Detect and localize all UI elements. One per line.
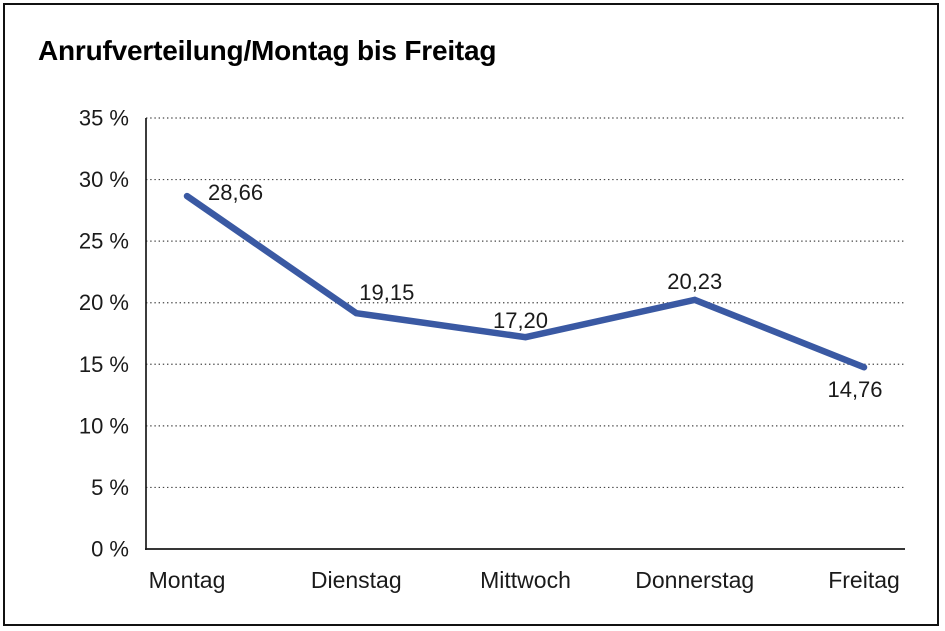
data-point-label: 17,20	[493, 308, 548, 333]
series-line	[183, 192, 868, 371]
data-point-label: 28,66	[208, 180, 263, 205]
y-axis-tick-label: 15 %	[79, 352, 129, 377]
y-axis-tick-label: 10 %	[79, 413, 129, 438]
data-point-label: 19,15	[359, 280, 414, 305]
x-axis-category-label: Freitag	[828, 567, 900, 593]
y-axis-tick-label: 30 %	[79, 167, 129, 192]
data-point-label: 14,76	[827, 377, 882, 402]
x-axis-category-label: Mittwoch	[480, 567, 571, 593]
x-axis-category-label: Donnerstag	[635, 567, 754, 593]
x-axis-category-label: Dienstag	[311, 567, 402, 593]
data-point-label: 20,23	[667, 269, 722, 294]
y-axis-tick-label: 0 %	[91, 537, 129, 562]
y-axis-tick-label: 5 %	[91, 475, 129, 500]
y-axis-tick-label: 20 %	[79, 290, 129, 315]
y-axis-tick-label: 35 %	[79, 106, 129, 131]
x-axis-category-label: Montag	[149, 567, 226, 593]
chart-frame: Anrufverteilung/Montag bis Freitag	[3, 3, 939, 626]
y-axis-tick-label: 25 %	[79, 229, 129, 254]
chart-title: Anrufverteilung/Montag bis Freitag	[38, 35, 497, 66]
